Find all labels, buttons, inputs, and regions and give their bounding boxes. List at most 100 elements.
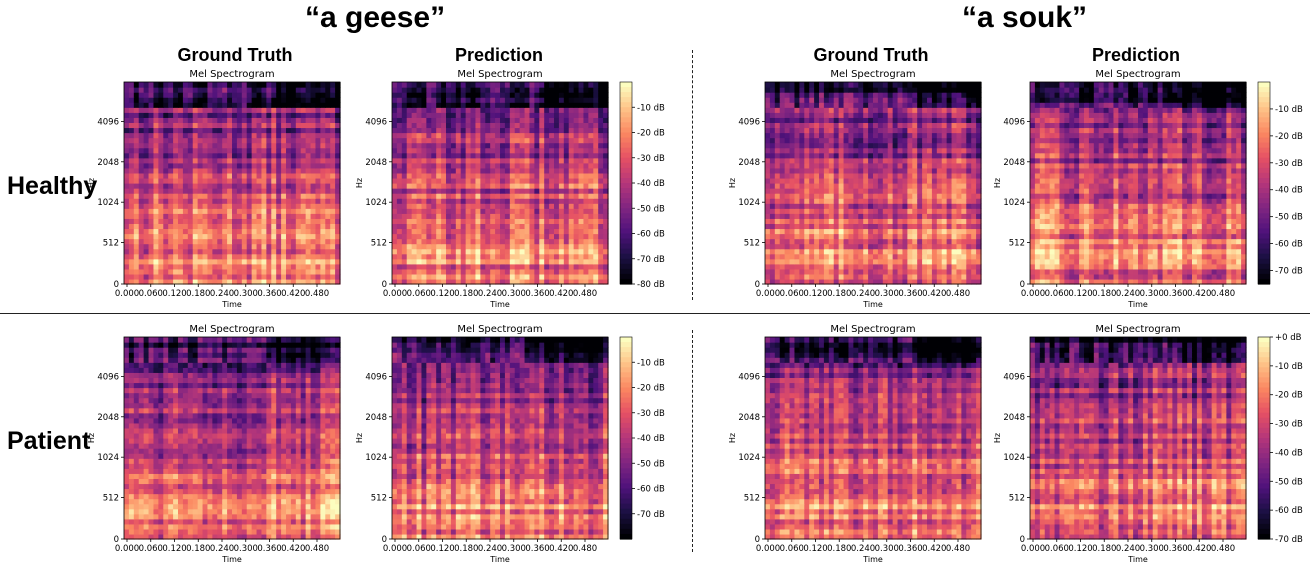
heatmap-cells bbox=[1030, 337, 1247, 540]
colorbar-tick-label: -40 dB bbox=[637, 179, 665, 189]
x-axis-label: Time bbox=[862, 555, 883, 564]
y-axis-label: Hz bbox=[728, 178, 737, 188]
heatmap-cells bbox=[1030, 82, 1247, 285]
y-tick-label: 4096 bbox=[1003, 372, 1025, 382]
colorbar-tick-label: -40 dB bbox=[1275, 448, 1303, 458]
x-tick-label: 0.420 bbox=[281, 544, 305, 554]
colorbar-tick-label: -50 dB bbox=[637, 204, 665, 214]
colorbar-tick-label: -10 dB bbox=[1275, 105, 1303, 115]
colorbar bbox=[1258, 82, 1270, 285]
x-tick-label: 0.360 bbox=[898, 289, 922, 299]
panel-subtitle: Mel Spectrogram bbox=[189, 69, 274, 80]
colorbar-tick-label: -30 dB bbox=[1275, 420, 1303, 430]
x-tick-label: 0.000 bbox=[1021, 289, 1045, 299]
heatmap-cells bbox=[765, 82, 982, 285]
panel-subtitle: Mel Spectrogram bbox=[1095, 69, 1180, 80]
x-tick-label: 0.420 bbox=[922, 544, 946, 554]
colorbar-tick-label: +0 dB bbox=[1275, 333, 1302, 343]
x-tick-label: 0.360 bbox=[525, 544, 549, 554]
y-tick-label: 512 bbox=[744, 494, 760, 504]
x-tick-label: 0.120 bbox=[430, 544, 454, 554]
colorbar-tick-label: -30 dB bbox=[637, 154, 665, 164]
heatmap-cells bbox=[124, 82, 341, 285]
colorbar-tick-label: -70 dB bbox=[637, 255, 665, 265]
y-tick-label: 512 bbox=[103, 494, 119, 504]
colorbar-tick-label: -20 dB bbox=[1275, 391, 1303, 401]
colorbar-tick-label: -20 dB bbox=[637, 384, 665, 394]
colorbar-tick-label: -60 dB bbox=[1275, 506, 1303, 516]
y-tick-label: 512 bbox=[371, 239, 387, 249]
y-tick-label: 2048 bbox=[738, 413, 760, 423]
y-tick-label: 512 bbox=[103, 239, 119, 249]
x-tick-label: 0.060 bbox=[139, 544, 163, 554]
x-tick-label: 0.360 bbox=[1163, 289, 1187, 299]
panel-subtitle: Mel Spectrogram bbox=[189, 324, 274, 335]
row-label-patient: Patient bbox=[7, 427, 90, 456]
column-separator-top bbox=[692, 50, 693, 300]
phrase-a-geese: “a geese” bbox=[305, 1, 445, 35]
y-tick-label: 1024 bbox=[1003, 198, 1025, 208]
y-tick-label: 512 bbox=[1009, 239, 1025, 249]
colorbar-tick-label: -60 dB bbox=[637, 485, 665, 495]
x-tick-label: 0.180 bbox=[186, 544, 210, 554]
heatmap-cells bbox=[392, 82, 609, 285]
x-tick-label: 0.420 bbox=[1187, 544, 1211, 554]
x-tick-label: 0.060 bbox=[407, 544, 431, 554]
panel-subtitle: Mel Spectrogram bbox=[1095, 324, 1180, 335]
x-tick-label: 0.060 bbox=[780, 544, 804, 554]
x-tick-label: 0.180 bbox=[1092, 289, 1116, 299]
x-tick-label: 0.240 bbox=[1116, 289, 1140, 299]
x-tick-label: 0.000 bbox=[383, 289, 407, 299]
colorbar-tick-label: -60 dB bbox=[1275, 240, 1303, 250]
x-tick-label: 0.480 bbox=[305, 289, 329, 299]
x-tick-label: 0.360 bbox=[257, 289, 281, 299]
x-tick-label: 0.240 bbox=[478, 544, 502, 554]
x-tick-label: 0.240 bbox=[1116, 544, 1140, 554]
x-tick-label: 0.300 bbox=[1140, 544, 1164, 554]
x-axis-label: Time bbox=[489, 300, 510, 309]
y-tick-label: 1024 bbox=[365, 198, 387, 208]
y-tick-label: 512 bbox=[371, 494, 387, 504]
y-tick-label: 1024 bbox=[1003, 453, 1025, 463]
x-tick-label: 0.060 bbox=[1045, 544, 1069, 554]
x-tick-label: 0.480 bbox=[946, 289, 970, 299]
colorbar-tick-label: -50 dB bbox=[637, 459, 665, 469]
x-tick-label: 0.180 bbox=[1092, 544, 1116, 554]
column-separator-bottom bbox=[692, 330, 693, 552]
x-tick-label: 0.240 bbox=[851, 544, 875, 554]
panel-subtitle: Mel Spectrogram bbox=[830, 69, 915, 80]
x-tick-label: 0.120 bbox=[430, 289, 454, 299]
colorbar-tick-label: -40 dB bbox=[1275, 186, 1303, 196]
colorbar-tick-label: -10 dB bbox=[637, 358, 665, 368]
y-tick-label: 4096 bbox=[365, 372, 387, 382]
colorbar-tick-label: -50 dB bbox=[1275, 477, 1303, 487]
colorbar-tick-label: -20 dB bbox=[637, 129, 665, 139]
colorbar bbox=[1258, 337, 1270, 540]
x-tick-label: 0.180 bbox=[454, 289, 478, 299]
x-tick-label: 0.240 bbox=[210, 289, 234, 299]
y-tick-label: 4096 bbox=[365, 117, 387, 127]
y-tick-label: 2048 bbox=[97, 158, 119, 168]
x-tick-label: 0.120 bbox=[803, 289, 827, 299]
x-tick-label: 0.480 bbox=[1211, 289, 1235, 299]
x-tick-label: 0.420 bbox=[922, 289, 946, 299]
y-tick-label: 2048 bbox=[97, 413, 119, 423]
x-tick-label: 0.060 bbox=[780, 289, 804, 299]
y-tick-label: 4096 bbox=[97, 117, 119, 127]
y-tick-label: 2048 bbox=[738, 158, 760, 168]
colorbar-tick-label: -70 dB bbox=[1275, 267, 1303, 277]
column-title-prediction-souk: Prediction bbox=[1092, 45, 1180, 66]
column-title-ground-truth-geese: Ground Truth bbox=[178, 45, 293, 66]
heatmap-cells bbox=[124, 337, 341, 540]
column-title-prediction-geese: Prediction bbox=[455, 45, 543, 66]
y-tick-label: 4096 bbox=[97, 372, 119, 382]
y-tick-label: 2048 bbox=[1003, 413, 1025, 423]
x-tick-label: 0.360 bbox=[898, 544, 922, 554]
x-tick-label: 0.300 bbox=[875, 544, 899, 554]
x-tick-label: 0.300 bbox=[875, 289, 899, 299]
y-tick-label: 1024 bbox=[97, 198, 119, 208]
x-tick-label: 0.120 bbox=[1068, 289, 1092, 299]
x-tick-label: 0.420 bbox=[549, 289, 573, 299]
x-tick-label: 0.000 bbox=[1021, 544, 1045, 554]
